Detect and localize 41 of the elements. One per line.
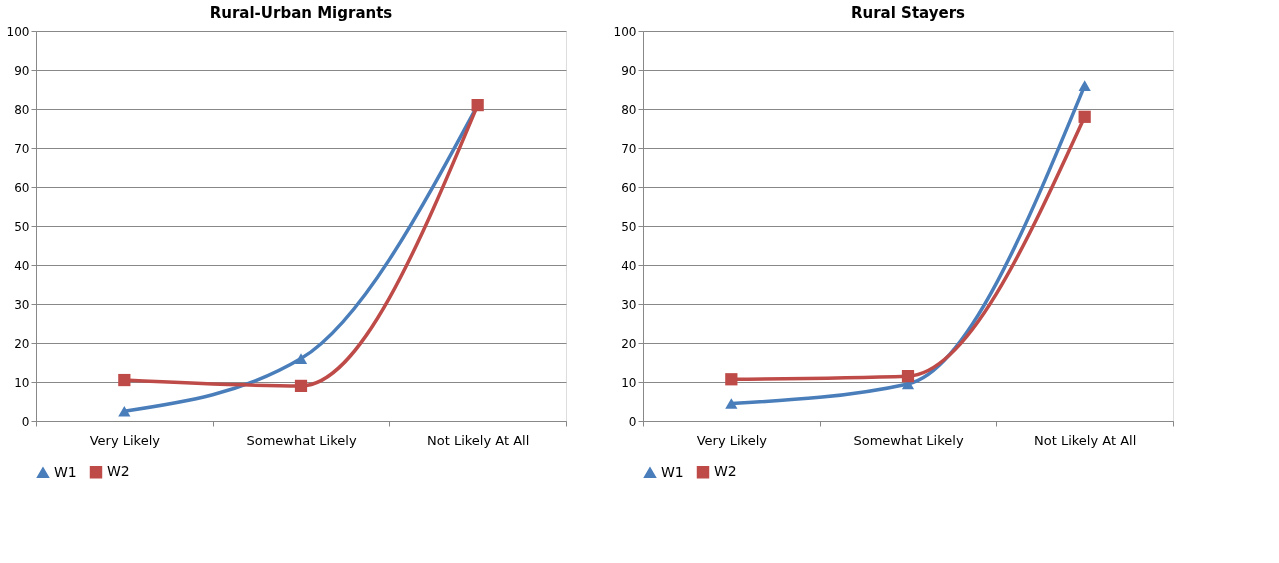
y-tick-label: 0 — [628, 414, 637, 429]
point — [118, 373, 131, 387]
legend-label: W1 — [661, 463, 684, 480]
legend-label: W2 — [107, 463, 130, 480]
x-tick-label: Not Likely At All — [1034, 432, 1137, 448]
y-tick-label: 40 — [14, 258, 30, 273]
y-tick-label: 100 — [6, 24, 30, 39]
y-tick-label: 10 — [621, 375, 637, 390]
y-tick-label: 60 — [621, 180, 637, 195]
y-tick-label: 80 — [14, 102, 30, 117]
y-tick-label: 60 — [14, 180, 30, 195]
y-tick-label: 50 — [621, 219, 637, 234]
y-tick-label: 100 — [613, 24, 637, 39]
y-tick-label: 50 — [14, 219, 30, 234]
point — [725, 373, 738, 386]
y-tick-label: 80 — [621, 102, 637, 117]
y-tick-label: 90 — [14, 63, 30, 78]
y-tick-label: 70 — [14, 141, 30, 156]
y-tick-label: 20 — [14, 336, 30, 351]
x-tick-label: Very Likely — [89, 432, 161, 448]
x-tick-label: Somewhat Likely — [853, 432, 964, 448]
x-tick-label: Very Likely — [696, 432, 768, 448]
y-tick-label: 70 — [621, 141, 637, 156]
point — [1078, 80, 1091, 91]
x-tick-label: Somewhat Likely — [246, 432, 357, 448]
legend-label: W1 — [54, 463, 77, 480]
point — [901, 370, 915, 383]
y-tick-label: 90 — [621, 63, 637, 78]
y-tick-label: 30 — [14, 297, 30, 312]
point — [294, 379, 308, 393]
chart-title: Rural Stayers — [850, 4, 966, 22]
y-tick-label: 10 — [14, 375, 30, 390]
chart-title: Rural-Urban Migrants — [209, 4, 393, 22]
y-tick-label: 40 — [621, 258, 637, 273]
x-tick-label: Not Likely At All — [427, 432, 530, 448]
y-tick-label: 0 — [21, 414, 30, 429]
y-tick-label: 20 — [621, 336, 637, 351]
y-tick-label: 30 — [621, 297, 637, 312]
legend-label: W2 — [714, 463, 737, 480]
point — [725, 398, 738, 409]
point — [1078, 110, 1091, 123]
